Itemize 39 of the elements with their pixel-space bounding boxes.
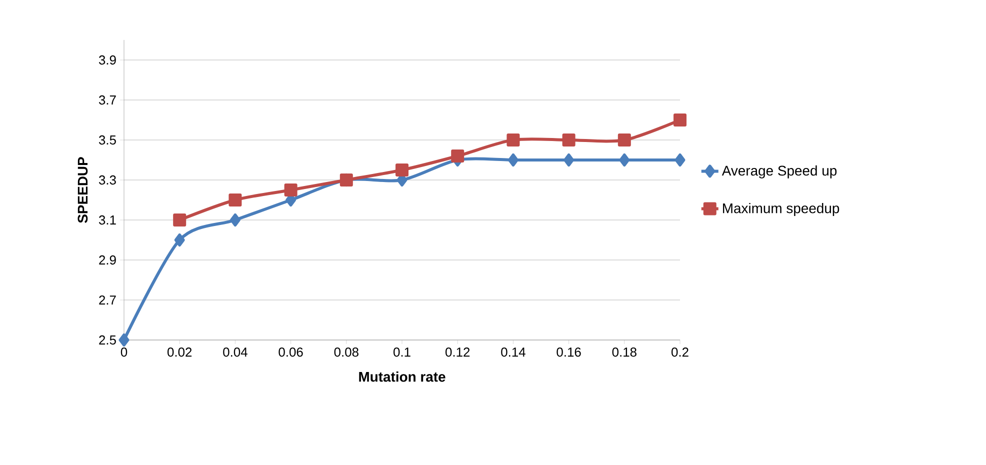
point	[451, 149, 464, 162]
point	[284, 183, 298, 196]
point	[230, 213, 240, 226]
point	[174, 234, 185, 246]
y-tick-label: 3.3	[98, 175, 116, 185]
y-axis-title: SPEEDUP	[78, 157, 88, 223]
y-tick-label: 2.7	[99, 295, 116, 305]
y-tick-label: 3.9	[98, 55, 116, 65]
x-tick-label: 0.16	[556, 348, 581, 357]
y-tick-label: 3.5	[98, 135, 116, 145]
legend-label: Maximum speedup	[723, 202, 840, 216]
x-axis-title: Mutation rate	[359, 372, 446, 382]
point	[228, 193, 242, 206]
x-tick-label: 0.08	[334, 348, 358, 357]
point	[618, 133, 631, 146]
x-tick-label: 0.02	[168, 348, 192, 357]
x-tick-label: 0.18	[612, 348, 636, 357]
point	[118, 334, 130, 346]
point	[674, 153, 686, 166]
y-tick-label: 3.1	[98, 215, 116, 225]
point	[562, 133, 576, 146]
point	[619, 153, 630, 166]
legend-label: Average Speed up	[722, 165, 837, 178]
x-tick-label: 0.04	[223, 348, 248, 357]
x-tick-label: 0.1	[394, 348, 410, 357]
x-tick-label: 0.12	[446, 348, 470, 357]
point	[396, 163, 409, 176]
point	[674, 113, 687, 126]
point	[506, 133, 520, 146]
y-tick-label: 3.7	[98, 95, 116, 105]
x-tick-label: 0.06	[278, 348, 303, 357]
x-tick-label: 0	[120, 348, 128, 357]
x-tick-label: 0.14	[501, 348, 526, 357]
point	[508, 153, 518, 166]
y-tick-label: 2.9	[99, 255, 116, 265]
x-tick-label: 0.2	[672, 348, 688, 357]
point	[173, 213, 186, 226]
y-tick-label: 2.5	[99, 335, 116, 345]
point	[564, 153, 574, 166]
